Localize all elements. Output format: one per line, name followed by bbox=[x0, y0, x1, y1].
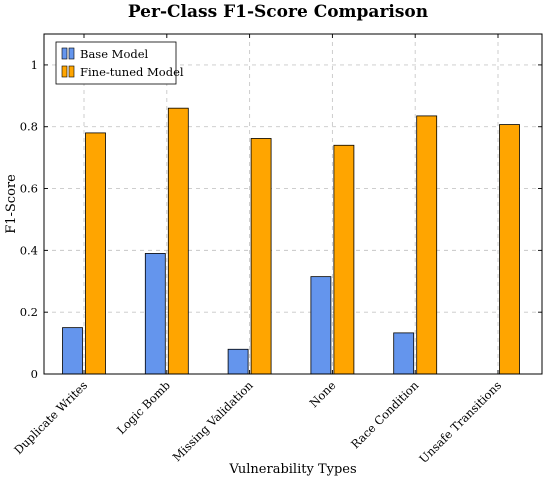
y-tick-label: 0.2 bbox=[20, 305, 38, 319]
x-tick-label: Duplicate Writes bbox=[11, 378, 90, 457]
x-tick-label: None bbox=[307, 378, 339, 410]
bar-fine-tuned-model bbox=[250, 138, 272, 375]
bar-fine-tuned-model bbox=[167, 107, 189, 375]
bar-base-model bbox=[227, 348, 249, 375]
bar-base-model bbox=[62, 327, 83, 375]
x-tick-label: Race Condition bbox=[348, 378, 422, 452]
bar-fine-tuned-model bbox=[499, 124, 520, 375]
y-tick-label: 1 bbox=[31, 58, 38, 72]
y-tick-label: 0.4 bbox=[20, 243, 38, 257]
legend: Base Model Fine-tuned Model bbox=[55, 41, 184, 85]
bar-fine-tuned-model bbox=[333, 144, 355, 375]
legend-label: Base Model bbox=[80, 47, 149, 61]
x-tick-label: Logic Bomb bbox=[114, 378, 173, 437]
y-tick-label: 0 bbox=[31, 367, 38, 381]
legend-label: Fine-tuned Model bbox=[80, 65, 184, 79]
legend-swatch bbox=[68, 65, 75, 78]
bars bbox=[62, 107, 520, 375]
y-axis-label: F1-Score bbox=[4, 174, 19, 234]
x-axis-label: Vulnerability Types bbox=[228, 462, 356, 477]
legend-swatch bbox=[61, 47, 68, 60]
chart-title: Per-Class F1-Score Comparison bbox=[128, 2, 428, 22]
bar-base-model bbox=[393, 332, 415, 375]
axis-ticks: 0 0.2 0.4 0.6 0.8 1 bbox=[20, 34, 542, 381]
y-tick-label: 0.8 bbox=[20, 120, 38, 134]
bar-fine-tuned-model bbox=[85, 132, 106, 375]
x-tick-label: Unsafe Transitions bbox=[416, 378, 504, 466]
legend-box bbox=[55, 41, 177, 85]
plot-frame bbox=[43, 33, 543, 375]
grid bbox=[44, 34, 542, 374]
bar-base-model bbox=[310, 276, 332, 375]
bar-base-model bbox=[144, 253, 166, 375]
legend-swatch bbox=[68, 47, 75, 60]
x-tick-label: Missing Validation bbox=[170, 378, 256, 464]
bar-fine-tuned-model bbox=[416, 115, 438, 375]
legend-swatch bbox=[61, 65, 68, 78]
y-tick-label: 0.6 bbox=[20, 182, 38, 196]
